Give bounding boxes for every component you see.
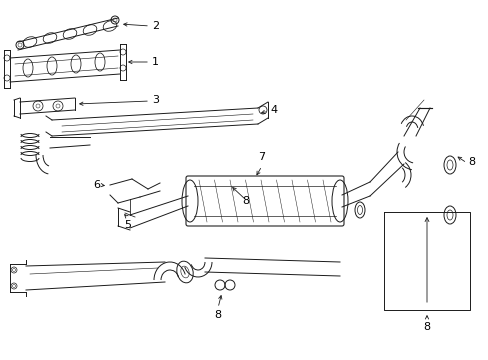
Text: 7: 7 — [258, 152, 265, 162]
Text: 8: 8 — [214, 310, 221, 320]
Text: 8: 8 — [423, 322, 429, 332]
Text: 4: 4 — [269, 105, 277, 115]
Text: 6: 6 — [93, 180, 101, 190]
Text: 2: 2 — [152, 21, 159, 31]
Text: 8: 8 — [467, 157, 474, 167]
Text: 1: 1 — [152, 57, 159, 67]
Text: 3: 3 — [152, 95, 159, 105]
Text: 8: 8 — [242, 196, 249, 206]
Text: 5: 5 — [124, 220, 131, 230]
